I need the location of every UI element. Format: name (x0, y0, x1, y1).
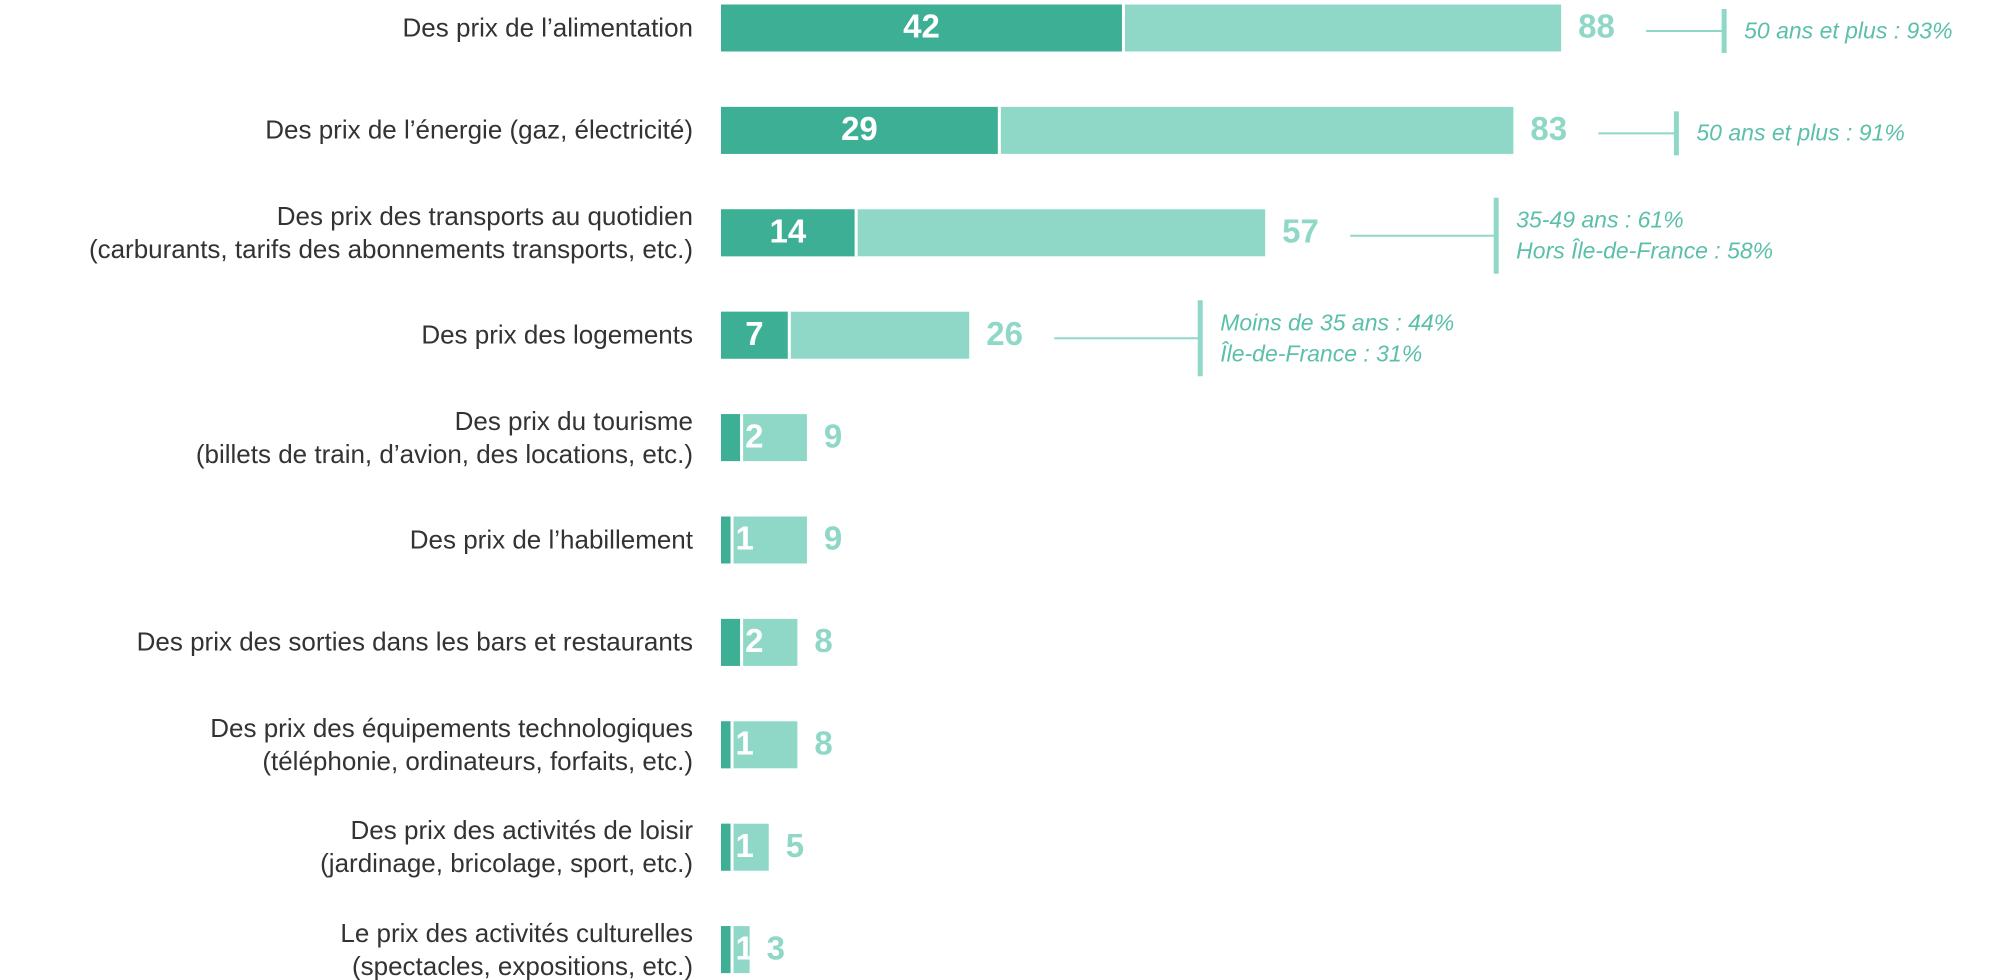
annotation: Île-de-France : 31% (1220, 340, 1423, 367)
bar-share (721, 4, 1122, 52)
bar-share (721, 106, 998, 154)
bar-share (721, 823, 731, 871)
category-label: Des prix des logements (421, 319, 693, 350)
category-label: Des prix des transports au quotidien (ca… (88, 200, 693, 264)
category-label: Le prix des activités culturelles (spect… (340, 917, 693, 980)
category-label: Des prix des équipements technologiques … (210, 712, 693, 776)
value-label: 29 (841, 110, 878, 147)
value-label: 83 (1530, 110, 1567, 147)
category-label: Des prix des activités de loisir (jardin… (320, 815, 693, 879)
bar-share (721, 926, 731, 974)
value-label: 88 (1578, 8, 1615, 45)
bar-share (721, 721, 731, 769)
value-label: 7 (745, 315, 763, 352)
category-label: Des prix de l’habillement (409, 524, 693, 555)
value-label: 26 (986, 315, 1023, 352)
bar-share (721, 209, 855, 257)
value-label: 2 (745, 417, 763, 454)
value-label: 1 (736, 725, 754, 762)
value-label: 3 (767, 929, 785, 966)
category-label: Des prix des sorties dans les bars et re… (136, 626, 693, 657)
bar-share (721, 311, 788, 359)
value-label: 1 (736, 520, 754, 557)
value-label: 5 (786, 827, 804, 864)
bar-total (721, 516, 807, 564)
value-label: 2 (745, 622, 763, 659)
value-label: 9 (824, 417, 842, 454)
annotation: 50 ans et plus : 93% (1744, 17, 1953, 44)
bar-share (721, 516, 731, 564)
category-label: Des prix du tourisme (billets de train, … (195, 405, 693, 469)
annotation: 35-49 ans : 61% (1516, 206, 1684, 233)
annotation: 50 ans et plus : 91% (1696, 119, 1905, 146)
bar-share (721, 618, 741, 666)
value-label: 57 (1282, 213, 1319, 250)
value-label: 1 (736, 827, 754, 864)
category-label: Des prix de l’alimentation (402, 12, 693, 43)
bar-share (721, 414, 741, 462)
value-label: 9 (824, 520, 842, 557)
category-label: Des prix de l’énergie (gaz, électricité) (265, 114, 693, 145)
value-label: 42 (903, 8, 940, 45)
value-label: 8 (814, 622, 832, 659)
value-label: 14 (769, 213, 806, 250)
value-label: 8 (814, 725, 832, 762)
annotation: Moins de 35 ans : 44% (1220, 309, 1455, 336)
bar-total (721, 721, 798, 769)
annotation: Hors Île-de-France : 58% (1516, 237, 1774, 264)
value-label: 1 (736, 929, 754, 966)
